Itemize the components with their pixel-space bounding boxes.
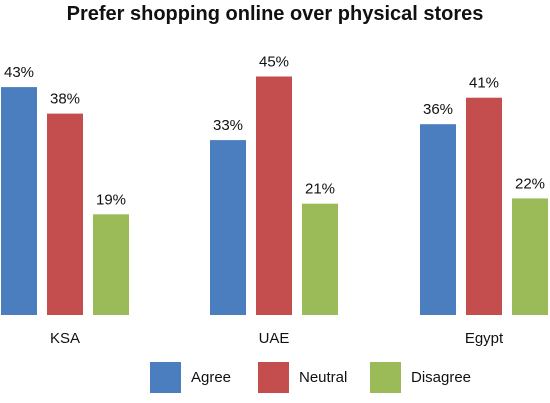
legend-swatch-disagree (370, 361, 401, 393)
data-label-uae-neutral: 45% (259, 54, 289, 71)
data-label-ksa-agree: 43% (4, 64, 34, 81)
bar-uae-neutral (256, 76, 292, 315)
chart-legend: Agree Neutral Disagree (0, 361, 550, 393)
bar-ksa-disagree (93, 214, 129, 315)
bar-uae-agree (210, 140, 246, 315)
legend-swatch-agree (150, 361, 181, 393)
bar-egypt-disagree (512, 198, 548, 315)
data-label-uae-disagree: 21% (305, 181, 335, 198)
x-tick-label-uae: UAE (259, 330, 290, 347)
data-label-ksa-neutral: 38% (50, 91, 80, 108)
data-label-egypt-agree: 36% (423, 101, 453, 118)
legend-item-disagree: Disagree (370, 361, 471, 393)
bar-uae-disagree (302, 203, 338, 315)
bar-egypt-agree (420, 124, 456, 315)
data-label-egypt-neutral: 41% (469, 75, 499, 92)
bar-ksa-neutral (47, 113, 83, 315)
legend-label-agree: Agree (191, 368, 232, 386)
legend-item-agree: Agree (150, 361, 231, 393)
data-label-uae-agree: 33% (213, 117, 243, 134)
bar-egypt-neutral (466, 97, 502, 315)
bar-ksa-agree (1, 87, 37, 315)
legend-label-neutral: Neutral (299, 368, 348, 386)
legend-swatch-neutral (258, 361, 289, 393)
legend-item-neutral: Neutral (258, 361, 347, 393)
chart-title: Prefer shopping online over physical sto… (66, 3, 484, 25)
data-label-egypt-disagree: 22% (515, 175, 545, 192)
x-tick-label-ksa: KSA (50, 330, 80, 347)
x-tick-label-egypt: Egypt (465, 330, 504, 347)
legend-label-disagree: Disagree (411, 368, 472, 386)
data-label-ksa-disagree: 19% (96, 191, 126, 208)
